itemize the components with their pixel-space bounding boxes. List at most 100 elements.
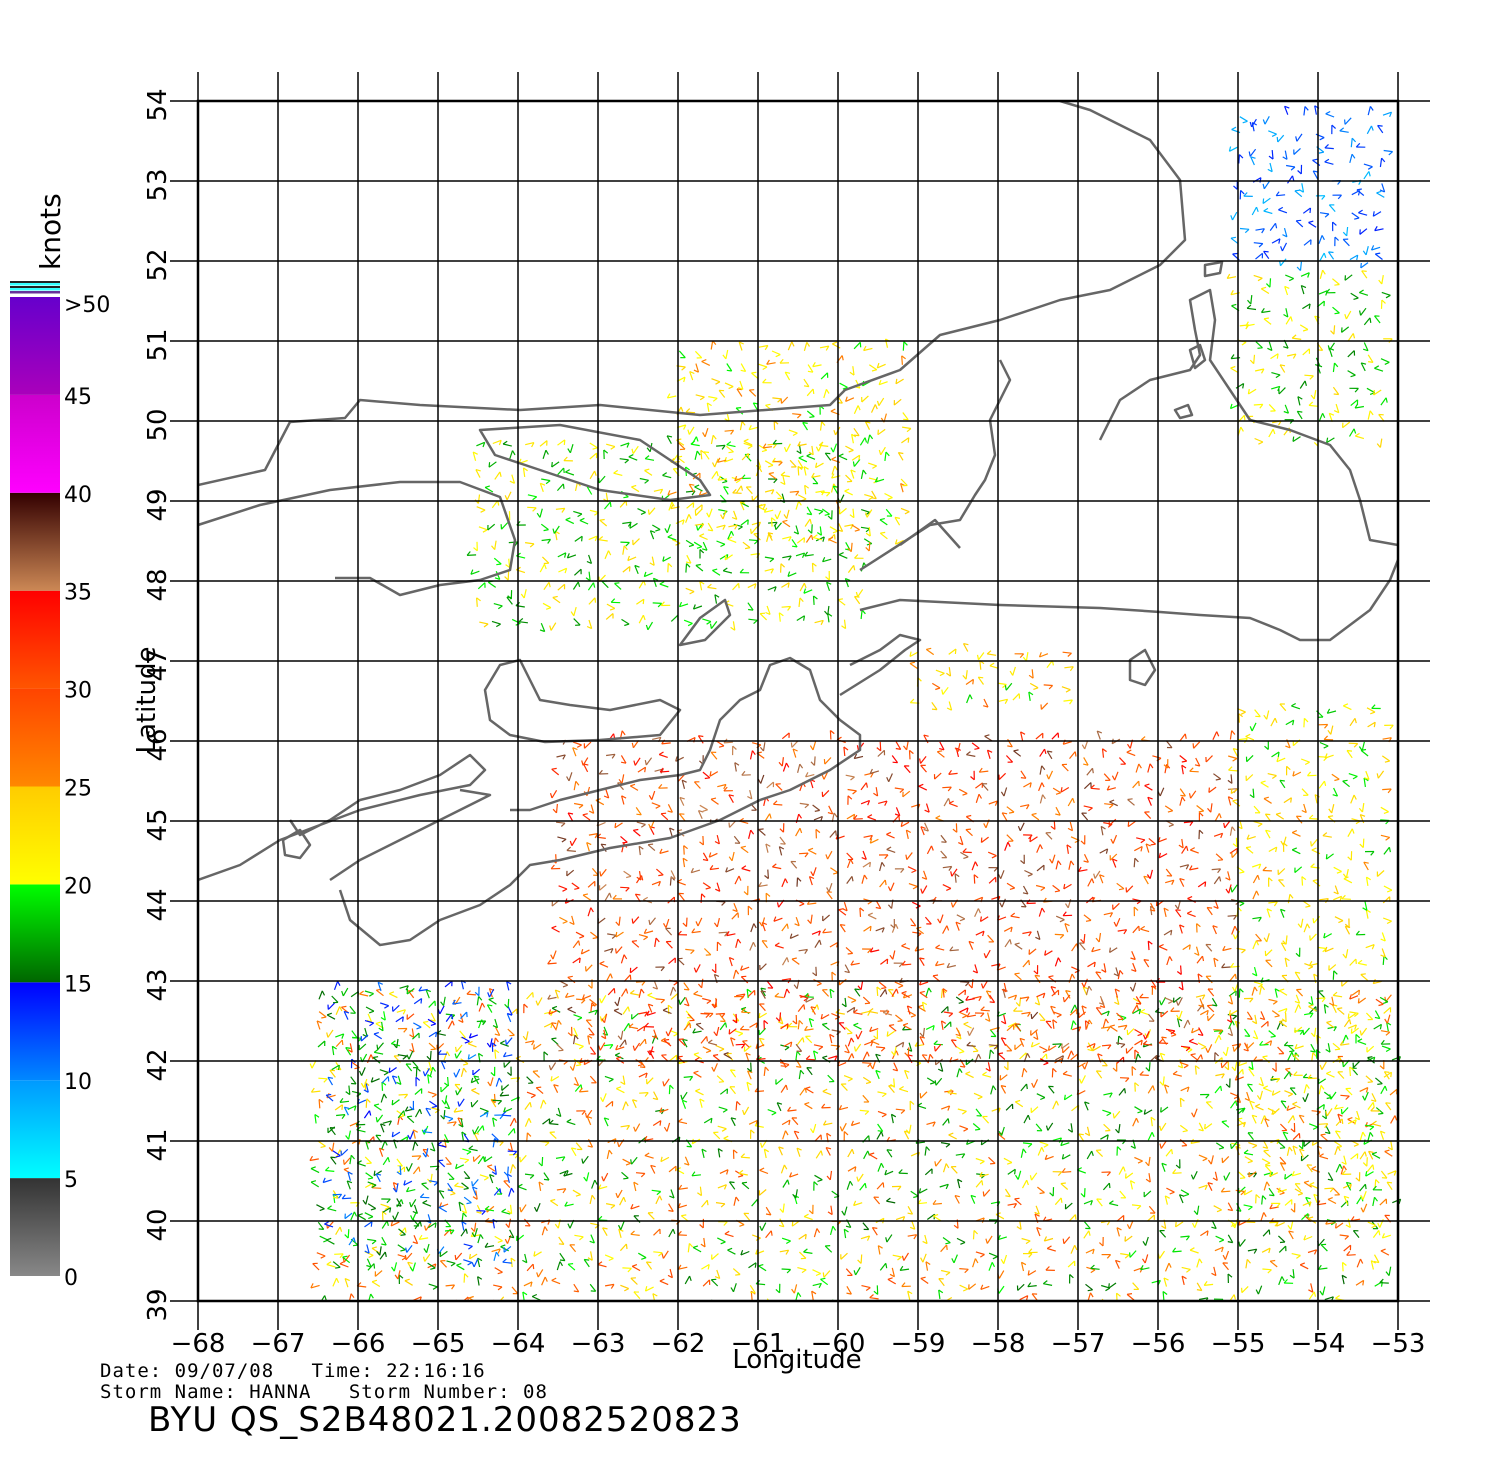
wind-barb	[500, 1244, 506, 1248]
wind-shaft	[1224, 1250, 1230, 1260]
wind-barb	[452, 1121, 457, 1127]
wind-shaft	[1072, 1026, 1081, 1031]
wind-shaft	[1129, 1250, 1137, 1258]
wind-shaft	[1036, 996, 1041, 1006]
wind-shaft	[1019, 1220, 1022, 1230]
wind-shaft	[870, 949, 880, 953]
wind-barb	[1098, 1242, 1104, 1247]
wind-shaft	[579, 1090, 589, 1093]
wind-barb	[1170, 1030, 1176, 1035]
wind-shaft	[620, 1030, 624, 1040]
wind-barb	[692, 1028, 696, 1034]
wind-shaft	[886, 1149, 893, 1158]
wind-shaft	[1268, 901, 1278, 904]
wind-shaft	[778, 1146, 783, 1156]
wind-barb	[1222, 945, 1226, 951]
wind-barb	[558, 1049, 564, 1052]
wind-barb	[979, 1160, 985, 1165]
wind-barb	[396, 1081, 402, 1085]
wind-barb	[644, 767, 647, 773]
wind-shaft	[1349, 1011, 1359, 1014]
wind-shaft	[1083, 782, 1092, 790]
wind-shaft	[975, 930, 985, 936]
wind-barb	[533, 1044, 535, 1050]
wind-shaft	[585, 1019, 593, 1028]
wind-shaft	[1360, 974, 1369, 981]
wind-barb	[867, 912, 873, 916]
wind-shaft	[1227, 796, 1232, 806]
wind-shaft	[1278, 1245, 1287, 1253]
wind-shaft	[1312, 880, 1321, 887]
wind-shaft	[772, 866, 782, 870]
wind-barb	[796, 1147, 802, 1151]
wind-barb	[1208, 787, 1210, 793]
wind-shaft	[541, 1276, 546, 1286]
wind-shaft	[463, 1171, 471, 1179]
wind-shaft	[604, 948, 614, 952]
wind-barb	[1267, 1269, 1272, 1274]
wind-shaft	[1177, 1018, 1181, 1028]
colorbar-label: 35	[64, 581, 92, 606]
wind-shaft	[1245, 1259, 1248, 1269]
wind-shaft	[828, 805, 834, 815]
wind-shaft	[738, 1172, 748, 1176]
wind-shaft	[717, 1148, 721, 1158]
wind-barb	[1179, 924, 1185, 928]
wind-barb	[1005, 1195, 1011, 1198]
wind-shaft	[533, 1251, 542, 1257]
wind-barb	[371, 1246, 377, 1249]
wind-barb	[1185, 864, 1190, 870]
wind-barb	[964, 1268, 969, 1274]
wind-shaft	[1189, 1249, 1199, 1254]
wind-barb	[699, 1224, 704, 1229]
wind-barb	[681, 1214, 687, 1217]
wind-barb	[1052, 1067, 1057, 1073]
wind-barb	[610, 1204, 616, 1209]
wind-shaft	[582, 894, 591, 901]
wind-barb	[1134, 1082, 1140, 1087]
wind-shaft	[383, 1011, 386, 1021]
wind-shaft	[599, 963, 609, 968]
wind-shaft	[623, 870, 632, 877]
wind-barb	[1109, 912, 1114, 918]
wind-shaft	[1230, 1100, 1237, 1109]
wind-shaft	[1147, 1085, 1154, 1094]
wind-barb	[789, 933, 793, 939]
wind-shaft	[399, 1227, 406, 1236]
wind-barb	[1221, 1120, 1227, 1123]
wind-barb	[1050, 986, 1056, 989]
wind-shaft	[892, 1254, 902, 1258]
wind-shaft	[604, 1254, 614, 1259]
wind-barb	[600, 1097, 604, 1102]
wind-shaft	[735, 1303, 743, 1307]
wind-barb	[1336, 1145, 1342, 1149]
wind-barb	[965, 981, 970, 987]
wind-shaft	[460, 1067, 465, 1077]
wind-barb	[950, 871, 953, 877]
wind-barb	[1090, 1269, 1096, 1274]
wind-barb	[999, 1306, 1000, 1311]
wind-barb	[1057, 1171, 1063, 1177]
wind-shaft	[1322, 1286, 1326, 1296]
wind-barb	[558, 1019, 562, 1025]
wind-shaft	[317, 1221, 325, 1230]
wind-barb	[547, 959, 552, 965]
wind-barb	[1347, 1013, 1350, 1019]
wind-shaft	[1252, 874, 1259, 884]
wind-shaft	[1081, 1005, 1085, 1015]
wind-shaft	[918, 957, 925, 967]
wind-shaft	[1145, 1236, 1149, 1246]
wind-shaft	[1179, 1124, 1188, 1132]
wind-shaft	[681, 779, 686, 789]
wind-shaft	[876, 1131, 882, 1140]
wind-barb	[532, 1264, 535, 1270]
wind-shaft	[724, 1233, 734, 1238]
wind-shaft	[1352, 1230, 1360, 1238]
wind-shaft	[1177, 997, 1183, 1006]
wind-barb	[1102, 1306, 1107, 1307]
wind-barb	[528, 1118, 532, 1124]
wind-shaft	[810, 1006, 816, 1015]
wind-barb	[990, 1049, 995, 1054]
wind-shaft	[581, 1302, 589, 1306]
wind-shaft	[1023, 1114, 1029, 1124]
